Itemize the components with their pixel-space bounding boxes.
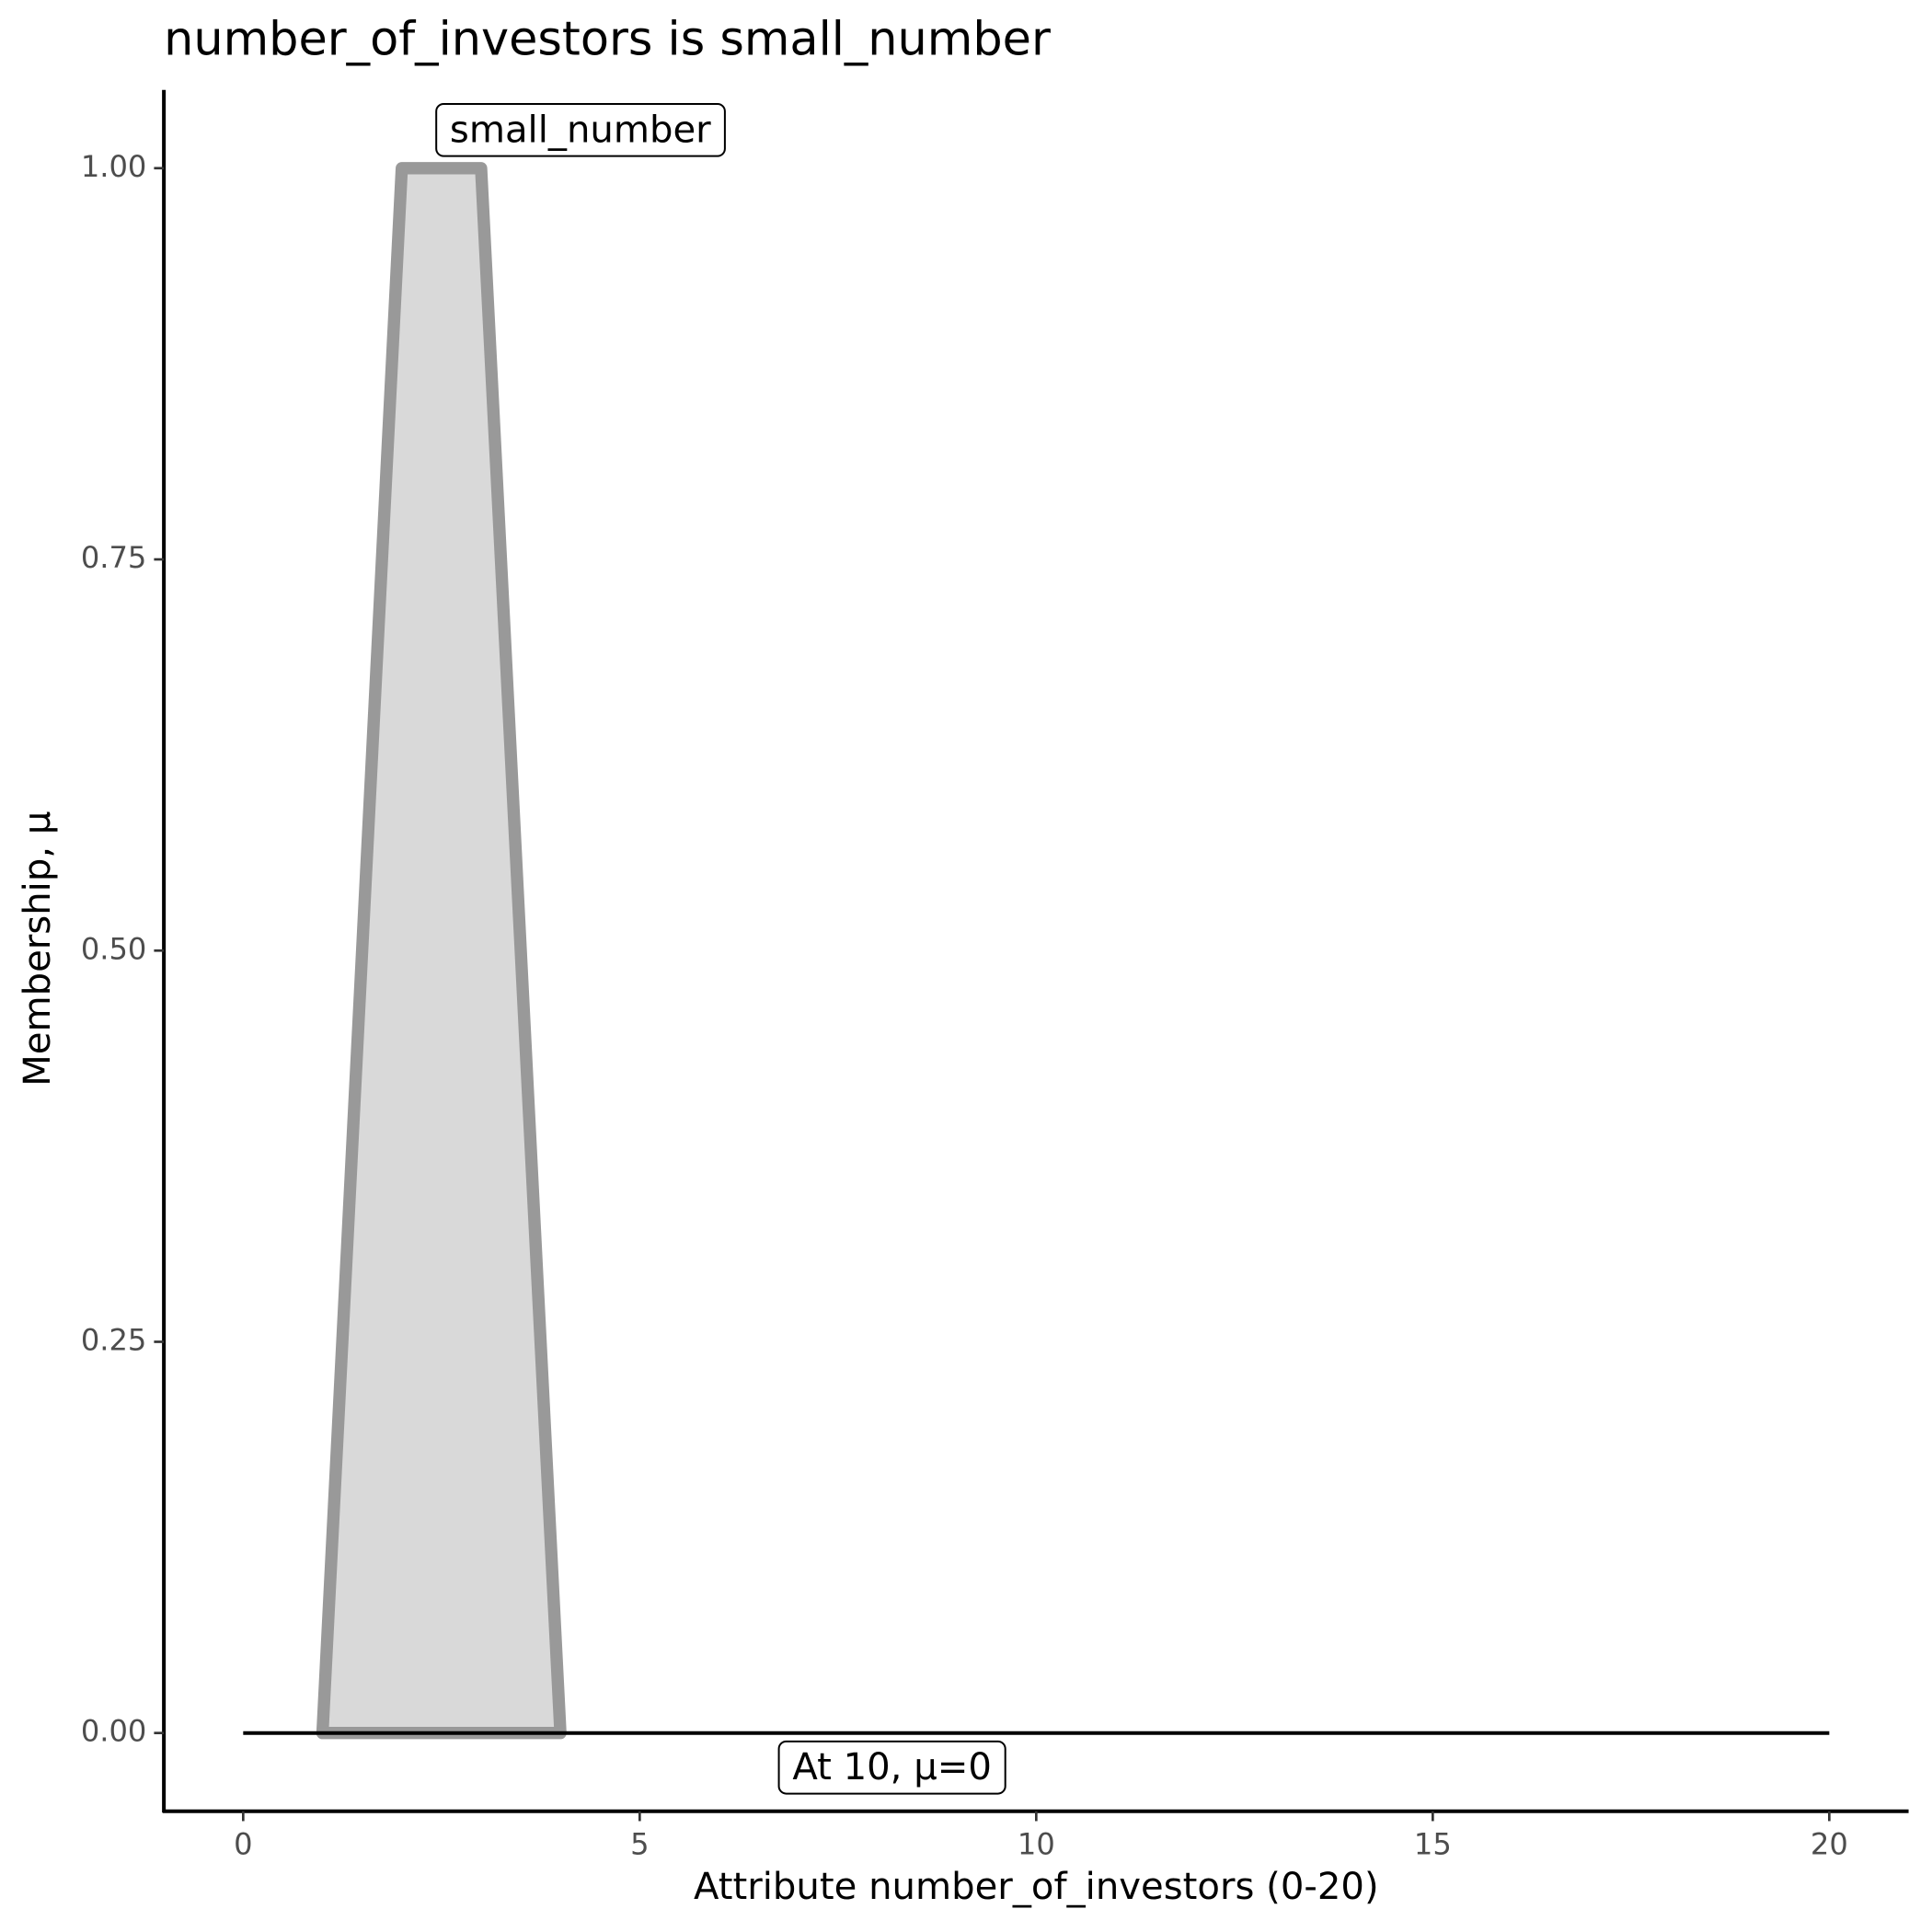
chart-title: number_of_investors is small_number [164, 13, 1051, 67]
y-tick-label: 1.00 [81, 149, 147, 184]
x-tick-label: 15 [1414, 1826, 1452, 1861]
y-tick-label: 0.25 [81, 1322, 147, 1357]
y-tick-label: 0.50 [81, 931, 147, 966]
annotation: At 10, μ=0 [792, 1746, 992, 1788]
annotation-box [777, 1740, 1006, 1795]
y-tick-label: 0.00 [81, 1714, 147, 1749]
x-tick-label: 20 [1811, 1826, 1848, 1861]
series-label-box [435, 102, 726, 157]
x-tick-label: 0 [234, 1826, 252, 1861]
x-tick-label: 5 [630, 1826, 649, 1861]
x-axis-title: Attribute number_of_investors (0-20) [694, 1866, 1379, 1908]
x-tick-label: 10 [1018, 1826, 1055, 1861]
series-label: small_number [450, 109, 711, 151]
y-tick-label: 0.75 [81, 540, 147, 575]
y-axis-title: Membership, μ [17, 811, 59, 1087]
